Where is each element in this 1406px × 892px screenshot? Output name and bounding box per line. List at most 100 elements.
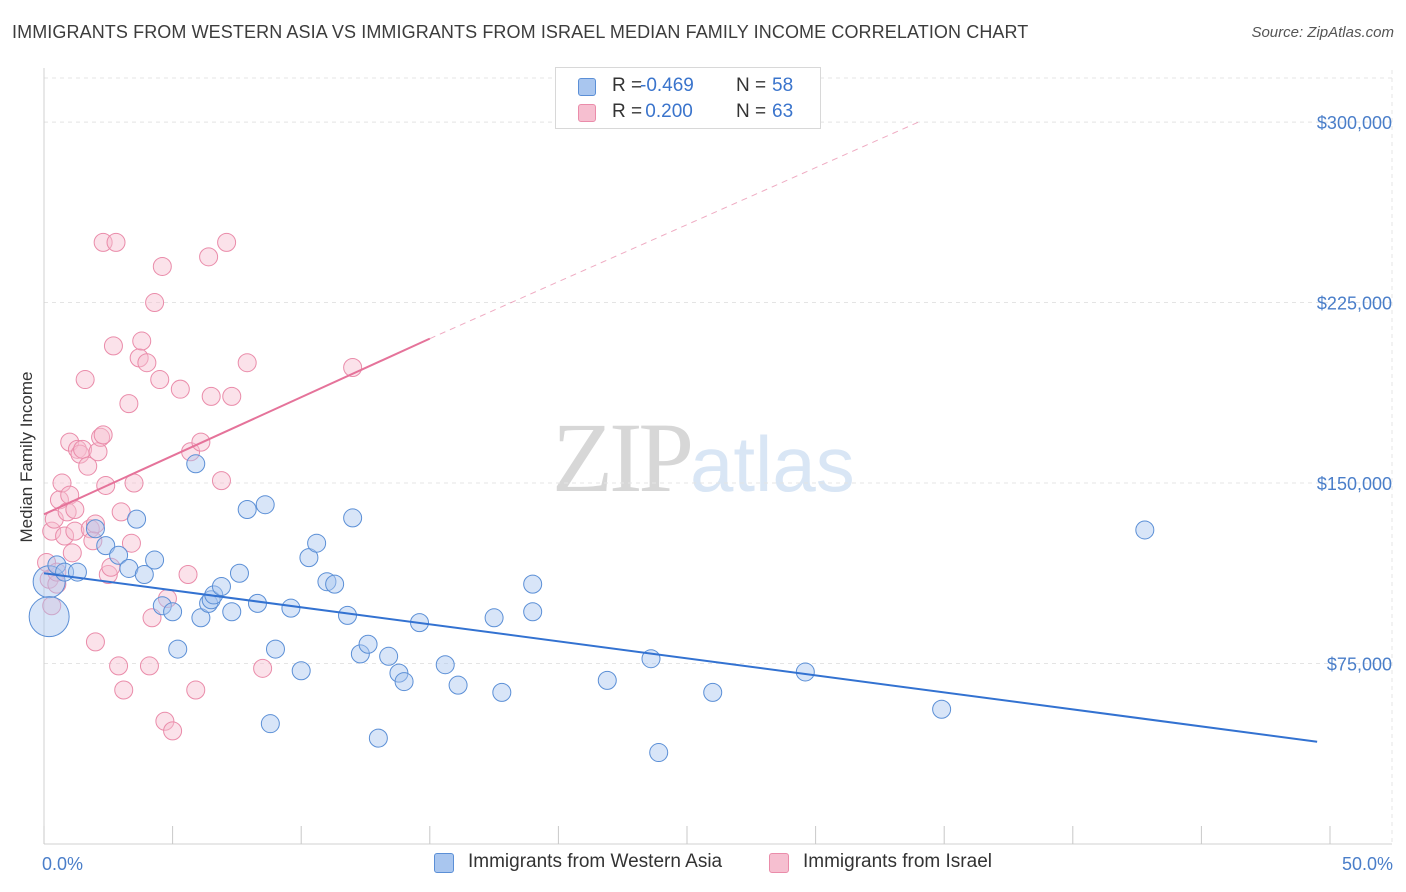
point-israel xyxy=(201,386,221,406)
point-israel xyxy=(52,473,72,493)
stats-legend: R = -0.469 N = 58 R = 0.200 N = 63 xyxy=(555,67,821,129)
bottom-legend-swatch-western-asia xyxy=(434,853,454,873)
point-western-asia xyxy=(281,598,301,618)
point-israel xyxy=(91,427,111,447)
point-western-asia xyxy=(85,519,105,539)
point-israel xyxy=(111,502,131,522)
point-western-asia xyxy=(229,563,249,583)
point-western-asia xyxy=(435,655,455,675)
point-israel xyxy=(155,711,175,731)
point-israel xyxy=(67,439,87,459)
point-western-asia xyxy=(703,682,723,702)
point-western-asia xyxy=(265,639,285,659)
grid xyxy=(44,70,1393,844)
point-western-asia xyxy=(127,509,147,529)
point-western-asia xyxy=(795,662,815,682)
point-western-asia xyxy=(379,646,399,666)
point-western-asia xyxy=(448,675,468,695)
y-tick-label: $150,000 xyxy=(1317,474,1392,494)
point-western-asia xyxy=(492,682,512,702)
point-israel xyxy=(199,247,219,267)
point-western-asia xyxy=(222,602,242,622)
point-western-asia xyxy=(358,634,378,654)
point-israel xyxy=(237,353,257,373)
legend-n-value: 58 xyxy=(772,75,794,96)
source-credit: Source: ZipAtlas.com xyxy=(1251,24,1394,41)
point-israel xyxy=(145,293,165,313)
point-israel xyxy=(75,370,95,390)
point-israel xyxy=(114,680,134,700)
trend-lines xyxy=(43,121,1318,743)
bottom-legend-swatch-israel xyxy=(769,853,789,873)
point-israel xyxy=(93,425,113,445)
legend-r-value: 0.200 xyxy=(640,101,693,122)
point-western-asia xyxy=(168,639,188,659)
point-israel xyxy=(163,721,183,741)
point-western-asia xyxy=(291,661,311,681)
chart-title: IMMIGRANTS FROM WESTERN ASIA VS IMMIGRAN… xyxy=(12,22,1029,42)
y-tick-label: $225,000 xyxy=(1317,294,1392,314)
point-western-asia xyxy=(163,602,183,622)
point-israel xyxy=(65,521,85,541)
point-israel xyxy=(139,656,159,676)
trend-line-western-asia xyxy=(43,572,1318,743)
point-western-asia xyxy=(260,714,280,734)
axis-labels: $75,000 $150,000 $225,000 $300,000 0.0% 50.0%… xyxy=(17,113,1393,874)
series-western-asia-points xyxy=(28,454,1155,763)
point-western-asia xyxy=(145,550,165,570)
point-western-asia xyxy=(1135,520,1155,540)
point-israel xyxy=(137,353,157,373)
point-western-asia xyxy=(28,596,70,638)
point-western-asia xyxy=(523,602,543,622)
trend-line-israel xyxy=(43,337,431,516)
point-israel xyxy=(217,232,237,252)
point-israel xyxy=(42,521,62,541)
legend-r-label: R = xyxy=(612,101,643,122)
x-tick-label-min: 0.0% xyxy=(42,854,83,874)
point-israel xyxy=(109,656,129,676)
point-western-asia xyxy=(932,699,952,719)
point-western-asia xyxy=(350,644,370,664)
point-israel xyxy=(103,336,123,356)
legend-swatch-israel xyxy=(578,104,596,122)
point-israel xyxy=(62,543,82,563)
legend-swatch-western-asia xyxy=(578,78,596,96)
y-axis-label: Median Family Income xyxy=(17,371,36,542)
axes xyxy=(43,68,1392,845)
point-western-asia xyxy=(96,536,116,556)
point-israel xyxy=(106,232,126,252)
point-israel xyxy=(170,379,190,399)
point-israel xyxy=(121,533,141,553)
point-western-asia xyxy=(337,605,357,625)
trend-line-israel-extension xyxy=(429,121,919,340)
point-western-asia xyxy=(484,608,504,628)
bottom-legend-label-israel: Immigrants from Israel xyxy=(803,851,992,872)
point-western-asia xyxy=(597,670,617,690)
bottom-legend-label-western-asia: Immigrants from Western Asia xyxy=(468,851,723,872)
point-western-asia xyxy=(307,533,327,553)
point-western-asia xyxy=(368,728,388,748)
legend-r-label: R = xyxy=(612,75,643,96)
point-western-asia xyxy=(343,508,363,528)
y-tick-label: $300,000 xyxy=(1317,113,1392,133)
point-israel xyxy=(152,256,172,276)
point-israel xyxy=(132,331,152,351)
x-tick-label-max: 50.0% xyxy=(1342,854,1393,874)
point-israel xyxy=(186,680,206,700)
legend-n-value: 63 xyxy=(772,101,794,122)
point-western-asia xyxy=(523,574,543,594)
point-israel xyxy=(253,658,273,678)
y-tick-label: $75,000 xyxy=(1327,655,1392,675)
point-israel xyxy=(150,370,170,390)
point-western-asia xyxy=(394,672,414,692)
legend-n-label: N = xyxy=(736,101,767,122)
series-israel-points xyxy=(37,232,363,741)
point-western-asia xyxy=(317,572,337,592)
point-israel xyxy=(83,531,103,551)
point-western-asia xyxy=(109,545,129,565)
point-western-asia xyxy=(255,495,275,515)
point-western-asia xyxy=(47,555,67,575)
point-israel xyxy=(98,564,118,584)
point-israel xyxy=(85,514,105,534)
point-western-asia xyxy=(211,577,231,597)
